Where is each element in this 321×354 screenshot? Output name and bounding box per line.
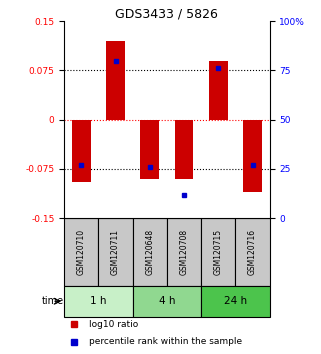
Bar (133, 218, 167, 286)
Bar (201, 218, 235, 286)
Text: percentile rank within the sample: percentile rank within the sample (89, 337, 242, 347)
Bar (64, 218, 99, 286)
Text: GSM120715: GSM120715 (214, 229, 223, 275)
Text: 24 h: 24 h (224, 296, 247, 306)
Bar (133, 286, 201, 316)
Bar (64, 286, 133, 316)
Text: GSM120708: GSM120708 (179, 229, 188, 275)
Text: GSM120711: GSM120711 (111, 229, 120, 275)
Text: time: time (42, 296, 64, 306)
Bar (175, 120, 194, 179)
Text: GSM120716: GSM120716 (248, 229, 257, 275)
Bar (99, 218, 133, 286)
Bar (235, 218, 270, 286)
Bar (167, 218, 201, 286)
Bar (201, 286, 270, 316)
Bar (106, 41, 125, 120)
Bar (140, 120, 159, 179)
Text: GSM120710: GSM120710 (77, 229, 86, 275)
Bar (209, 61, 228, 120)
Bar (72, 120, 91, 182)
Text: log10 ratio: log10 ratio (89, 320, 138, 329)
Text: 4 h: 4 h (159, 296, 175, 306)
Bar (243, 120, 262, 192)
Title: GDS3433 / 5826: GDS3433 / 5826 (116, 7, 218, 20)
Text: 1 h: 1 h (90, 296, 107, 306)
Text: GSM120648: GSM120648 (145, 229, 154, 275)
